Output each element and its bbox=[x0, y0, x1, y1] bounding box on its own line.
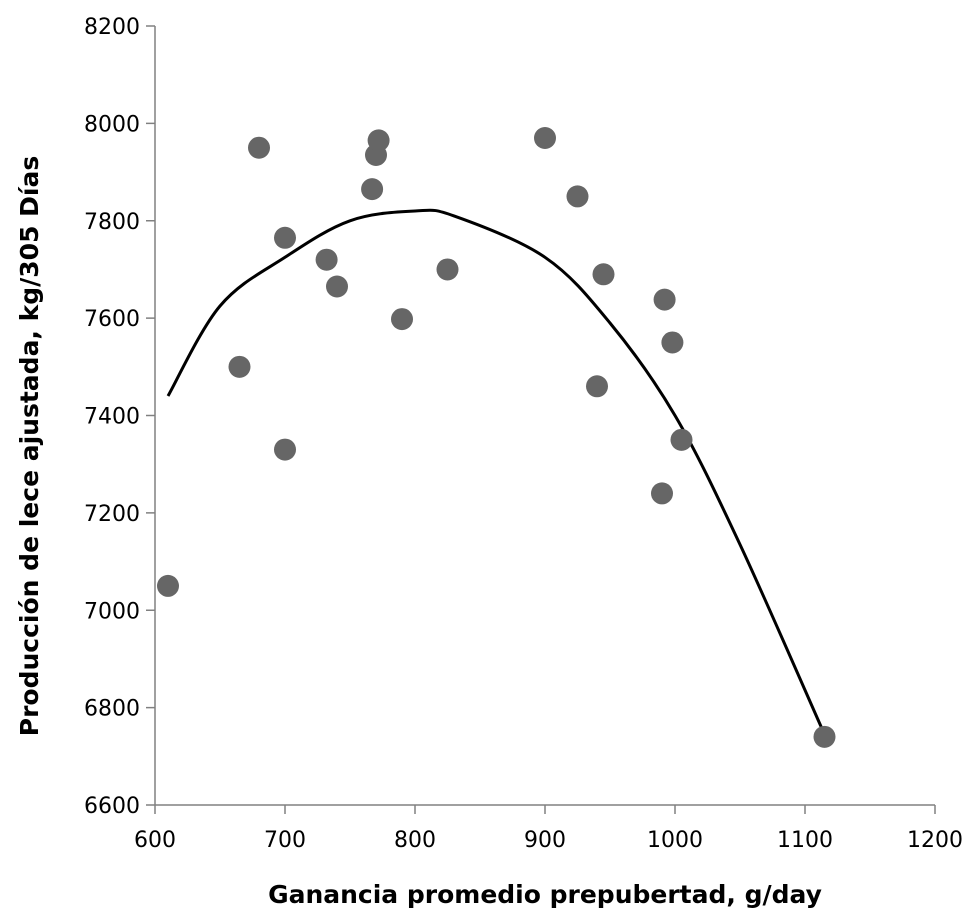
data-point bbox=[228, 355, 251, 378]
trendline bbox=[166, 208, 826, 736]
data-points bbox=[157, 126, 836, 748]
data-point bbox=[315, 248, 338, 271]
data-point bbox=[326, 275, 348, 298]
data-point bbox=[391, 308, 413, 331]
y-tick-label: 8000 bbox=[84, 112, 140, 137]
y-tick-label: 6800 bbox=[84, 697, 140, 722]
y-axis: 6600 6800 7000 7200 7400 7600 7800 8000 8200 bbox=[84, 15, 156, 819]
data-point bbox=[436, 258, 459, 281]
x-tick-label: 700 bbox=[264, 828, 306, 853]
data-point bbox=[274, 438, 296, 461]
x-tick-label: 1000 bbox=[647, 828, 703, 853]
data-point bbox=[248, 136, 270, 159]
x-tick-label: 900 bbox=[524, 828, 566, 853]
x-tick-label: 600 bbox=[134, 828, 176, 853]
data-point bbox=[361, 178, 384, 201]
trendline-curve bbox=[166, 208, 826, 736]
y-tick-label: 7200 bbox=[84, 502, 140, 527]
data-point bbox=[274, 226, 296, 249]
data-point bbox=[586, 375, 608, 398]
data-point bbox=[651, 482, 673, 505]
data-point bbox=[534, 126, 556, 149]
x-axis-title: Ganancia promedio prepubertad, g/day bbox=[268, 880, 822, 909]
y-tick-label: 6600 bbox=[84, 794, 140, 819]
y-tick-label: 7000 bbox=[84, 599, 140, 624]
y-tick-label: 7400 bbox=[84, 405, 140, 430]
data-point bbox=[566, 185, 589, 208]
x-tick-label: 1100 bbox=[777, 828, 833, 853]
x-tick-label: 1200 bbox=[907, 828, 963, 853]
data-point bbox=[653, 288, 676, 311]
data-point bbox=[661, 331, 684, 354]
x-axis: 600 700 800 900 1000 1100 1200 bbox=[134, 804, 963, 853]
y-axis-title: Producción de lece ajustada, kg/305 Días bbox=[15, 156, 44, 736]
x-tick-label: 800 bbox=[394, 828, 436, 853]
y-tick-label: 7800 bbox=[84, 210, 140, 235]
data-point bbox=[670, 428, 693, 451]
data-point bbox=[813, 725, 836, 748]
data-point bbox=[367, 129, 390, 152]
y-tick-label: 8200 bbox=[84, 15, 140, 40]
data-point bbox=[592, 263, 615, 286]
data-point bbox=[157, 574, 179, 597]
y-tick-label: 7600 bbox=[84, 307, 140, 332]
